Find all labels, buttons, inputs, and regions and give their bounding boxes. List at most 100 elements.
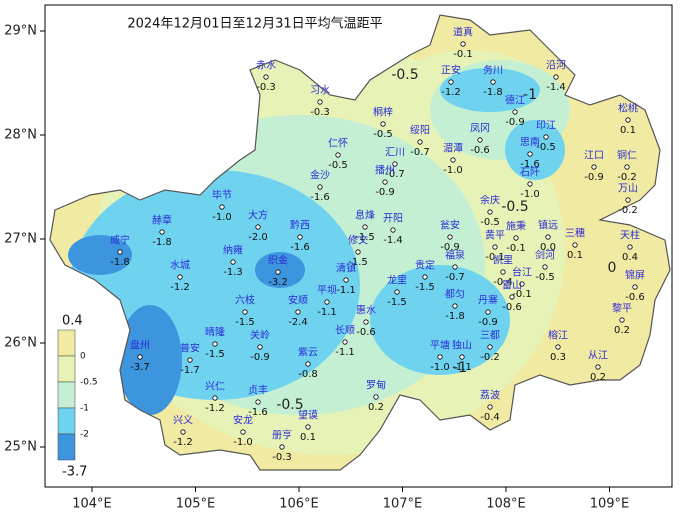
station-value: -1.5	[235, 317, 255, 328]
colorbar-label: 0	[80, 352, 86, 362]
station-marker	[572, 242, 578, 248]
station-marker	[324, 299, 330, 305]
station-marker	[490, 79, 496, 85]
station-name: 晴隆	[205, 326, 225, 339]
station-name: 黔西	[290, 219, 310, 232]
station-marker	[355, 249, 361, 255]
station-value: -1.5	[348, 257, 368, 268]
station-value: -3.7	[130, 362, 150, 373]
station-marker	[279, 444, 285, 450]
station-name: 都匀	[445, 289, 465, 301]
station-value: -1.5	[205, 349, 225, 360]
contour-label: 0	[608, 260, 617, 276]
station-value: -1.5	[355, 232, 375, 243]
station-marker	[255, 399, 261, 405]
station-name: 道真	[453, 26, 473, 39]
station-value: -0.1	[453, 49, 473, 60]
station-name: 汇川	[385, 146, 405, 159]
colorbar-segment	[57, 407, 76, 435]
station-name: 纳雍	[223, 244, 243, 257]
station-marker	[380, 121, 386, 127]
station-marker	[295, 309, 301, 315]
station-value: -1.3	[223, 267, 243, 278]
station-marker	[500, 269, 506, 275]
y-tick-label: 27°N	[4, 232, 37, 247]
station-value: -0.6	[470, 145, 490, 156]
station-marker	[450, 157, 456, 163]
station-value: 0.2	[614, 325, 630, 336]
station-value: -1.6	[520, 159, 540, 170]
station-name: 台江	[512, 266, 532, 279]
station-name: 印江	[536, 120, 556, 132]
station-marker	[343, 277, 349, 283]
station-value: -0.3	[310, 107, 330, 118]
station-value: -0.7	[385, 169, 405, 180]
x-tick-label: 109°E	[590, 497, 630, 512]
station-value: -1.1	[317, 307, 337, 318]
station-marker	[373, 394, 379, 400]
fill-band	[505, 120, 565, 180]
station-value: -1.8	[110, 257, 130, 268]
station-value: -3.2	[268, 277, 288, 288]
station-marker	[487, 404, 493, 410]
fill-band	[370, 265, 510, 375]
station-name: 沿河	[546, 60, 566, 72]
station-name: 剑河	[535, 249, 555, 262]
station-name: 平坝	[317, 285, 337, 297]
station-name: 望谟	[298, 409, 318, 422]
station-value: -1.2	[173, 437, 193, 448]
station-value: -0.3	[256, 82, 276, 93]
station-value: -0.2	[480, 352, 500, 363]
station-marker	[519, 281, 525, 287]
station-marker	[342, 339, 348, 345]
station-marker	[619, 317, 625, 323]
station-value: -0.6	[625, 292, 645, 303]
station-marker	[263, 74, 269, 80]
station-marker	[487, 209, 493, 215]
station-marker	[487, 344, 493, 350]
station-value: -1.0	[443, 165, 463, 176]
contour-label: -0.5	[276, 397, 303, 413]
station-name: 凯里	[493, 254, 513, 267]
station-marker	[460, 41, 466, 47]
station-value: -0.1	[506, 243, 526, 254]
station-name: 紫云	[298, 347, 318, 359]
x-tick-label: 108°E	[486, 497, 526, 512]
station-name: 兴仁	[205, 381, 225, 393]
station-marker	[555, 344, 561, 350]
station-value: 0.2	[368, 402, 384, 413]
station-name: 江口	[584, 150, 604, 162]
station-value: -0.3	[272, 452, 292, 463]
station-name: 习水	[310, 85, 330, 97]
station-marker	[509, 294, 515, 300]
station-marker	[632, 284, 638, 290]
station-name: 雷山	[502, 280, 522, 292]
colorbar-segment	[57, 329, 76, 357]
colorbar-label: -1	[80, 404, 89, 414]
station-value: -1.6	[248, 407, 268, 418]
station-value: -1.0	[233, 437, 253, 448]
station-value: -1.8	[152, 237, 172, 248]
station-name: 水城	[170, 260, 190, 272]
station-marker	[477, 137, 483, 143]
station-name: 册亨	[272, 429, 292, 442]
station-marker	[542, 264, 548, 270]
station-name: 惠水	[356, 304, 376, 317]
station-name: 金沙	[310, 169, 330, 182]
x-tick-label: 106°E	[279, 497, 319, 512]
colorbar-segment	[57, 433, 76, 461]
colorbar-segment	[57, 355, 76, 383]
station-marker	[492, 244, 498, 250]
station-marker	[219, 204, 225, 210]
station-name: 从江	[588, 350, 608, 362]
station-value: -1.6	[290, 242, 310, 253]
station-name: 瓮安	[440, 219, 460, 232]
station-value: -0.8	[298, 369, 318, 380]
station-name: 龙里	[387, 274, 407, 287]
station-marker	[242, 309, 248, 315]
colorbar-label: -3.7	[62, 465, 87, 480]
station-marker	[422, 274, 428, 280]
station-value: 0.1	[620, 125, 636, 136]
colorbar-label: -2	[80, 430, 89, 440]
